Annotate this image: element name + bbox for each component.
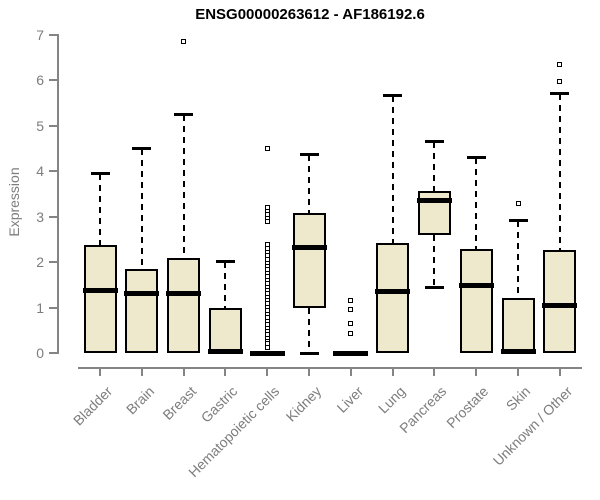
y-tick [49,124,57,127]
x-tick [558,369,561,376]
upper-whisker [99,173,101,245]
x-tick-label: Lung [374,383,408,417]
outlier-point [348,298,354,304]
median-line [249,350,285,356]
box [376,243,410,353]
box [543,249,577,353]
x-tick-label: Liver [333,383,367,416]
y-tick [49,170,57,173]
median-line [166,290,202,296]
y-tick [49,306,57,309]
upper-whisker [558,94,561,250]
box [167,257,201,353]
upper-whisker-cap [550,92,570,96]
lower-whisker-cap [424,286,444,290]
outlier-point [264,344,270,350]
y-tick-label: 5 [36,117,44,134]
outlier-point [264,146,270,152]
upper-whisker-cap [299,153,319,157]
outlier-point [264,219,270,225]
x-tick [349,369,352,376]
box [501,298,535,353]
y-axis-label: Expression [6,167,22,237]
lower-whisker [308,307,310,353]
median-line [416,198,452,204]
outlier-point [348,307,354,313]
upper-whisker [308,155,310,214]
x-tick [99,369,101,376]
median-line [542,303,578,309]
median-line [500,348,536,354]
x-tick [433,369,436,376]
upper-whisker-cap [215,260,235,264]
upper-whisker [517,221,519,299]
x-tick [475,369,478,376]
outlier-point [348,320,354,326]
box [83,244,117,353]
y-tick [49,261,57,264]
y-axis-line [57,34,59,354]
x-tick-label: Breast [158,383,199,423]
y-tick-label: 6 [36,72,44,89]
lower-whisker [433,234,436,288]
upper-whisker [433,141,436,191]
x-tick-label: Kidney [282,383,325,425]
median-line [291,244,327,250]
y-tick [49,34,57,36]
upper-whisker-cap [383,94,403,98]
x-tick-label: Unknown / Other [489,383,576,469]
outlier-point [181,39,187,45]
y-tick-label: 1 [36,299,44,316]
x-tick [182,369,185,376]
upper-whisker-cap [424,139,444,143]
outlier-point [515,200,521,206]
x-tick [517,369,519,376]
y-tick-label: 4 [36,163,44,180]
outlier-point [348,331,354,337]
y-tick-label: 0 [36,345,44,361]
upper-whisker-cap [132,146,152,150]
x-tick-label: Brain [122,383,158,418]
upper-whisker [475,157,478,249]
upper-whisker [224,262,227,308]
y-tick [49,352,57,354]
y-tick-label: 3 [36,208,44,225]
box [417,190,451,235]
median-line [375,289,411,295]
x-tick-label: Prostate [443,383,492,432]
box [125,268,159,353]
upper-whisker [140,148,143,269]
upper-whisker [391,96,394,244]
x-tick-label: Skin [502,383,534,414]
median-line [82,287,118,293]
median-line [207,349,243,355]
x-tick [266,369,269,376]
box [292,213,326,308]
lower-whisker-cap [299,352,319,355]
upper-whisker-cap [508,219,528,223]
chart-title: ENSG00000263612 - AF186192.6 [195,6,425,23]
x-tick [308,369,310,376]
upper-whisker-cap [174,112,194,116]
y-tick [49,79,57,82]
x-tick-label: Bladder [69,383,116,429]
median-line [333,350,369,356]
y-tick-label: 2 [36,254,44,271]
y-tick-label: 7 [36,27,44,43]
x-tick [391,369,394,376]
box [459,248,493,353]
median-line [124,290,160,296]
upper-whisker-cap [466,155,486,159]
x-tick [140,369,143,376]
outlier-point [557,62,563,68]
upper-whisker-cap [90,171,110,175]
x-tick [224,369,227,376]
median-line [458,282,494,288]
upper-whisker [182,114,185,258]
outlier-point [557,79,563,85]
x-axis-line [78,367,582,369]
box [208,307,242,353]
y-tick [49,215,57,218]
